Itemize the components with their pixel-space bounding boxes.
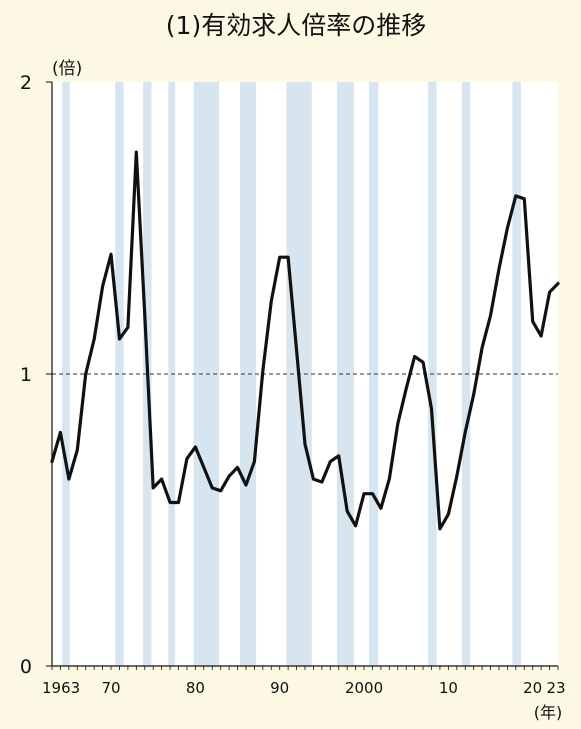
y-axis-unit: (倍): [52, 59, 82, 79]
y-tick-label: 2: [20, 72, 32, 94]
x-tick-label: 10: [439, 679, 458, 697]
recession-band-7: [337, 82, 354, 666]
recession-band-8: [369, 82, 379, 666]
recession-band-1: [115, 82, 124, 666]
x-tick-label: 70: [101, 679, 120, 697]
x-tick-label: 20: [523, 679, 542, 697]
y-tick-label: 0: [20, 656, 32, 678]
x-axis-unit: (年): [534, 703, 563, 722]
x-tick-label: 80: [186, 679, 205, 697]
y-axis-ticks: 0 1 2: [20, 72, 52, 678]
x-tick-label: 90: [270, 679, 289, 697]
series-line: [50, 150, 560, 531]
chart-title: (1)有効求人倍率の推移: [166, 11, 426, 40]
x-axis-ticks: 1963 70 80 90 2000 10 20 23: [42, 666, 566, 697]
y-tick-label: 1: [20, 364, 32, 386]
recession-band-0: [62, 82, 70, 666]
x-tick-label: 2000: [345, 679, 383, 697]
x-tick-label: 23: [546, 679, 565, 697]
x-tick-label: 1963: [42, 679, 80, 697]
